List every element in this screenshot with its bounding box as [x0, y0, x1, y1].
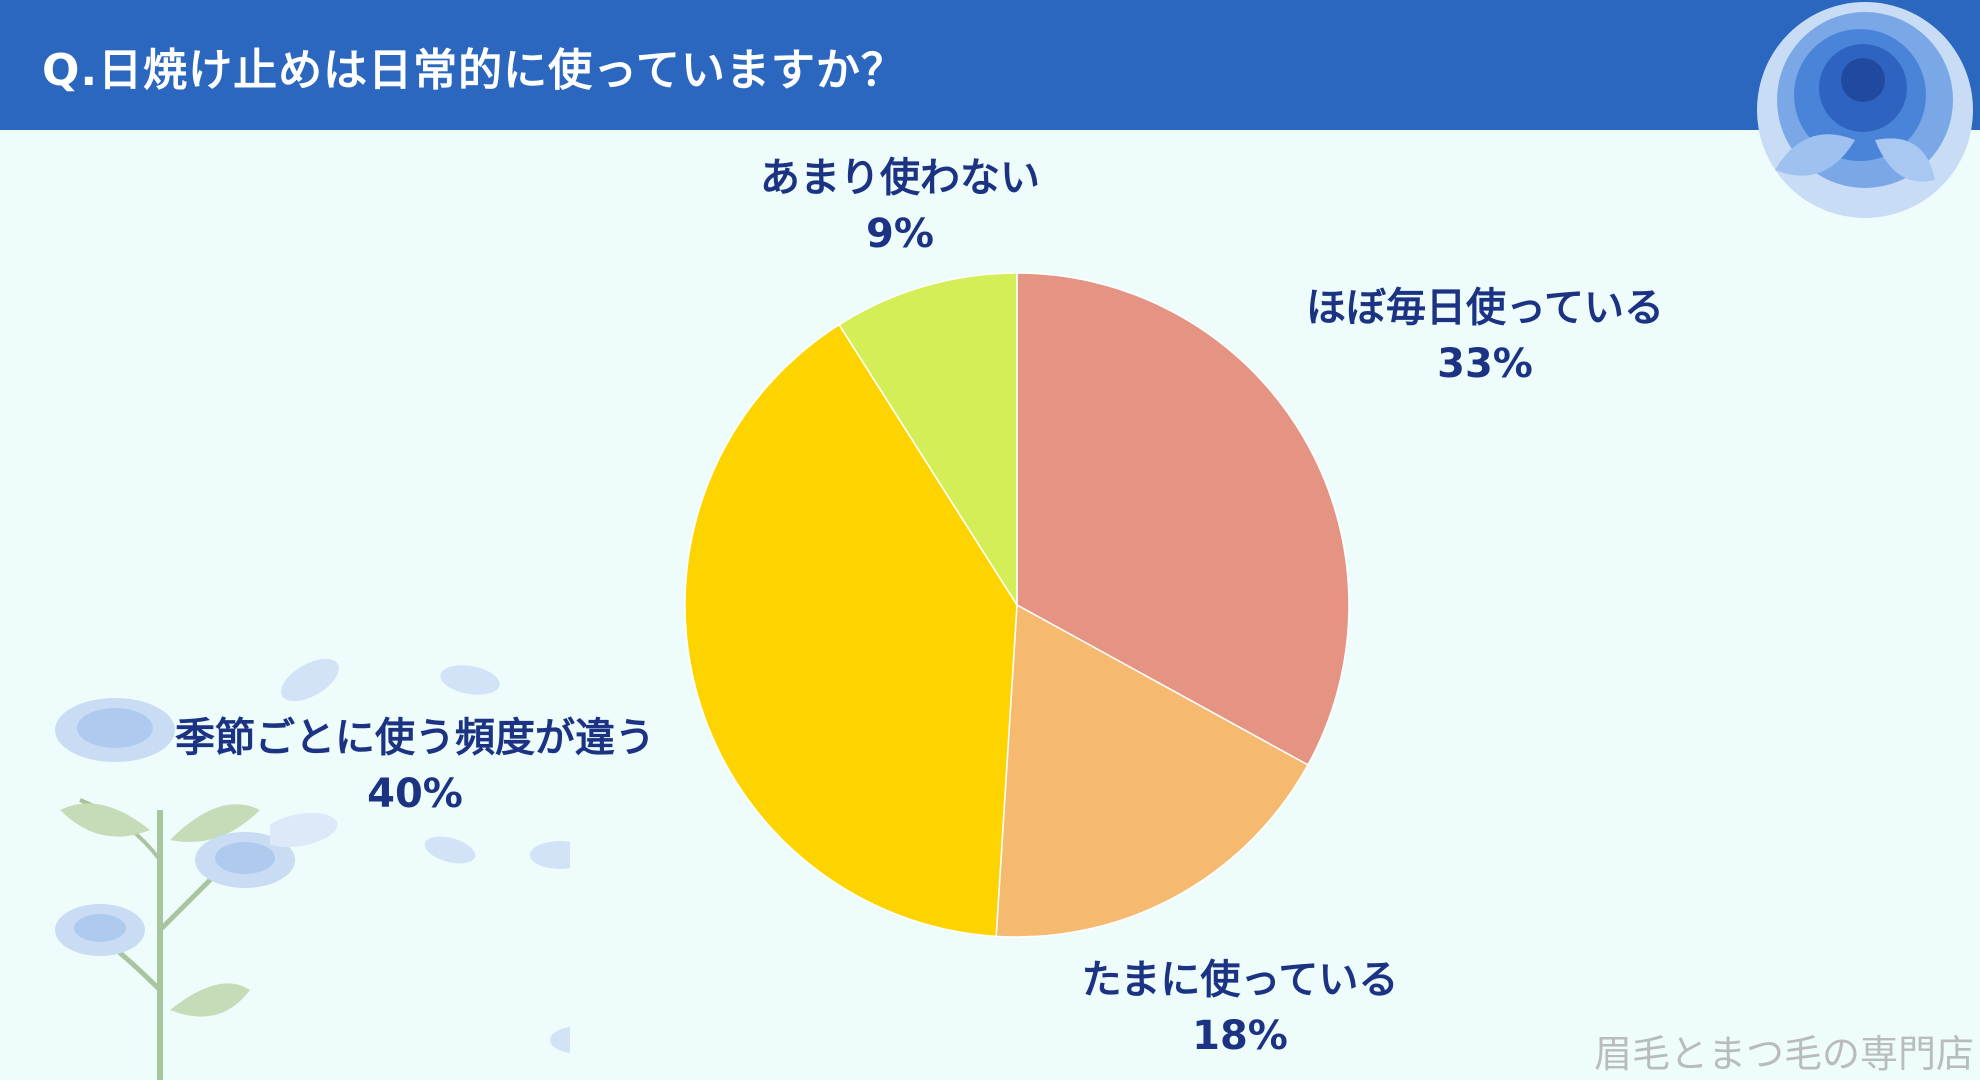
rose-branch-icon	[55, 698, 295, 1080]
slice-name-label: ほぼ毎日使っている	[1306, 285, 1664, 331]
pie-slice-2	[684, 323, 1018, 938]
title-bar: Q.日焼け止めは日常的に使っていますか？	[0, 0, 1980, 130]
slice-label-0: ほぼ毎日使っている 33%	[1240, 280, 1730, 392]
slice-percent-label: 33%	[1437, 341, 1533, 387]
petal-icon	[270, 658, 570, 1054]
slice-label-3: あまり使わない 9%	[700, 150, 1100, 262]
watermark: 眉毛とまつ毛の専門店	[1593, 1032, 1974, 1076]
slice-percent-label: 40%	[367, 771, 463, 817]
slice-name-label: あまり使わない	[760, 155, 1040, 201]
page-title: Q.日焼け止めは日常的に使っていますか？	[42, 45, 906, 96]
slice-label-2: 季節ごとに使う頻度が違う 40%	[130, 710, 700, 822]
slice-name-label: たまに使っている	[1081, 957, 1399, 1003]
slice-name-label: 季節ごとに使う頻度が違う	[175, 715, 655, 761]
pie-slice-1	[995, 603, 1309, 938]
blue-rose-icon	[1757, 2, 1973, 218]
slice-label-1: たまに使っている 18%	[1000, 952, 1480, 1064]
slice-percent-label: 18%	[1192, 1013, 1288, 1059]
pie-slice-3	[838, 272, 1018, 608]
slice-percent-label: 9%	[866, 211, 934, 257]
pie-slice-0	[1016, 272, 1350, 766]
